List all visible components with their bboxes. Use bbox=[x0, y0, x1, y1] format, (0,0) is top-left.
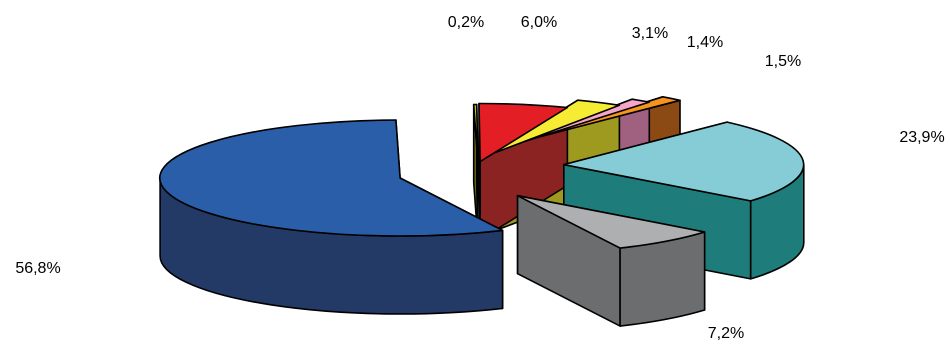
data-label-2: 3,1% bbox=[632, 25, 668, 42]
slice-1-top bbox=[478, 102, 569, 163]
slice-5-top bbox=[563, 121, 805, 202]
slice-0-top bbox=[472, 103, 479, 164]
data-label-3: 1,4% bbox=[687, 34, 723, 51]
data-label-7: 56,8% bbox=[15, 260, 60, 277]
data-label-5: 23,9% bbox=[899, 129, 944, 146]
slice-2-top bbox=[489, 99, 621, 156]
data-label-0: 0,2% bbox=[448, 14, 484, 31]
data-label-4: 1,5% bbox=[765, 53, 801, 70]
slice-7-top bbox=[158, 119, 504, 237]
slice-6-top bbox=[516, 194, 706, 249]
data-labels: 0,2% 6,0% 3,1% 1,4% 1,5% 23,9% 7,2% 56,8% bbox=[15, 14, 944, 342]
slice-tops bbox=[158, 96, 805, 249]
data-label-1: 6,0% bbox=[521, 14, 557, 31]
data-label-6: 7,2% bbox=[708, 325, 744, 342]
